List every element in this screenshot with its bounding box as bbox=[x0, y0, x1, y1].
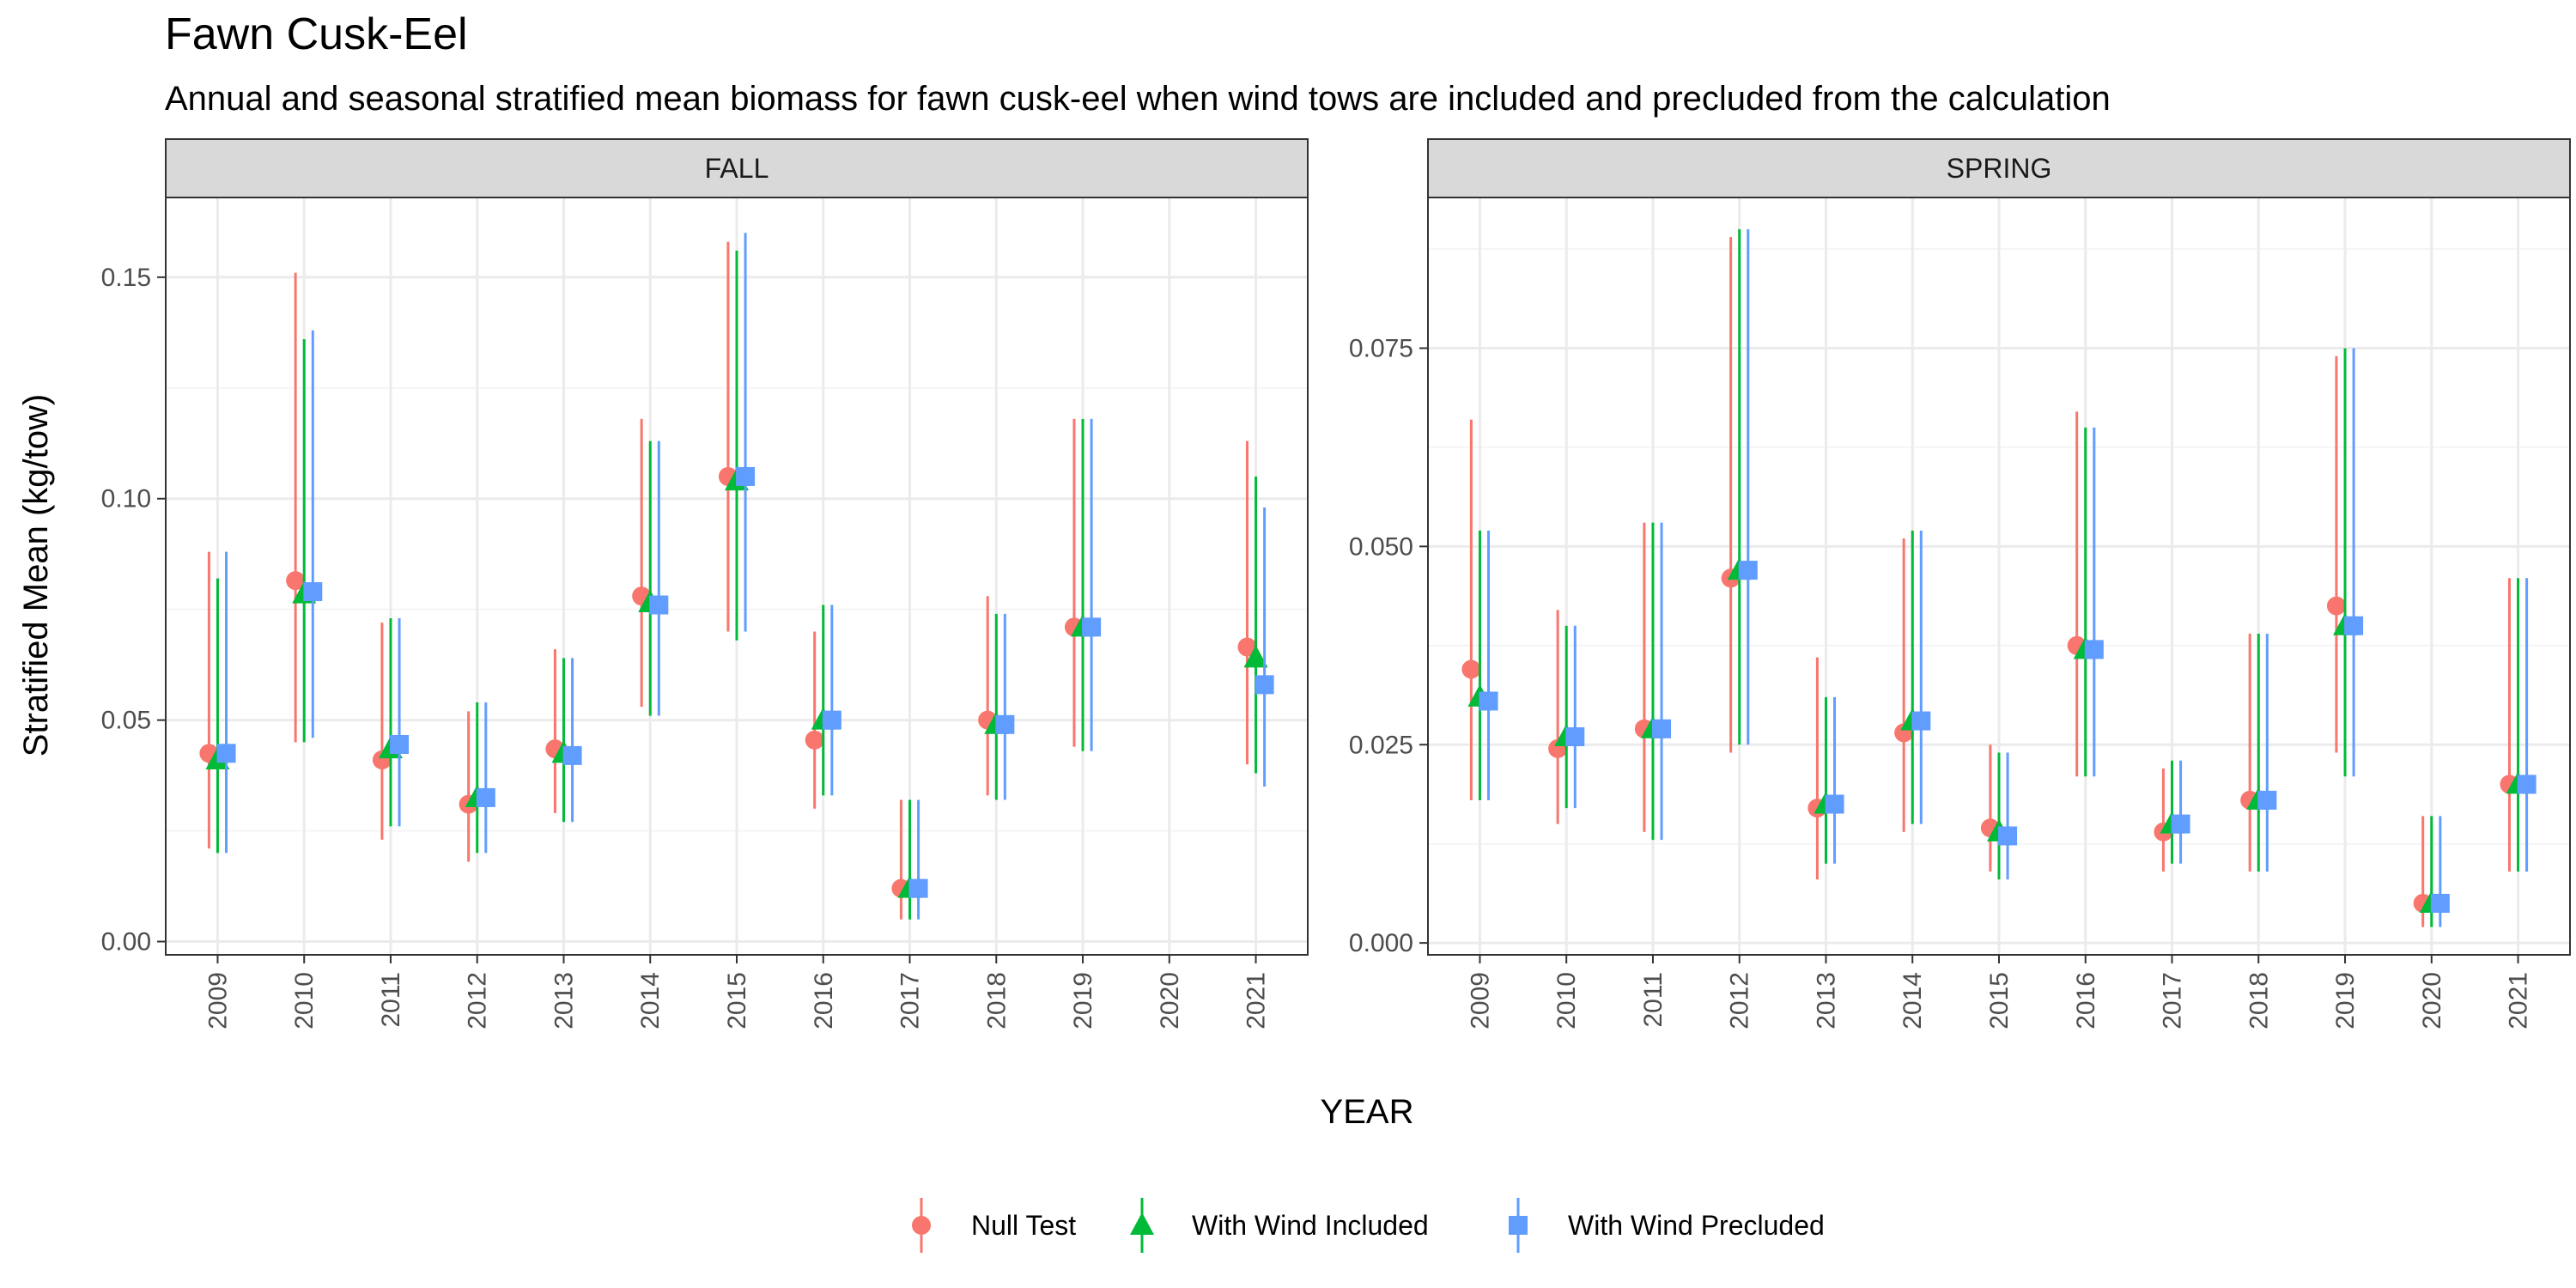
data-point bbox=[1255, 675, 1274, 695]
legend-key-square bbox=[1509, 1216, 1528, 1235]
x-tick-label: 2014 bbox=[1899, 972, 1927, 1030]
x-tick-label: 2014 bbox=[636, 972, 665, 1030]
data-point bbox=[995, 714, 1015, 734]
x-tick-label: 2018 bbox=[2245, 972, 2273, 1030]
data-point bbox=[1461, 659, 1481, 679]
data-point bbox=[216, 744, 236, 763]
x-tick-label: 2009 bbox=[1466, 972, 1494, 1030]
data-point bbox=[2344, 616, 2364, 635]
x-tick-label: 2016 bbox=[2072, 972, 2100, 1030]
data-point bbox=[1565, 727, 1585, 747]
data-point bbox=[1479, 691, 1498, 711]
x-tick-label: 2016 bbox=[810, 972, 838, 1030]
data-point bbox=[805, 730, 824, 750]
data-point bbox=[1825, 794, 1844, 814]
legend-item: With Wind Included bbox=[1130, 1198, 1429, 1253]
data-point bbox=[2084, 640, 2104, 659]
data-point bbox=[2171, 814, 2190, 834]
chart-title: Fawn Cusk-Eel bbox=[165, 9, 468, 59]
x-axis-label: YEAR bbox=[1321, 1093, 1414, 1131]
data-point bbox=[2326, 596, 2346, 616]
x-tick-label: 2019 bbox=[1069, 972, 1097, 1030]
panel-border bbox=[165, 197, 1309, 956]
data-point bbox=[2430, 893, 2450, 913]
data-point bbox=[286, 571, 306, 591]
x-tick-label: 2020 bbox=[2418, 972, 2446, 1030]
legend-label: Null Test bbox=[971, 1210, 1076, 1241]
panels: FALL 0.00 0.05 0.10 0.15 2009 2010 2011 2012 2013… bbox=[101, 138, 2571, 1030]
y-axis-label: Stratified Mean (kg/tow) bbox=[17, 394, 55, 756]
panel-strip bbox=[165, 138, 1309, 198]
x-tick-label: 2013 bbox=[550, 972, 578, 1030]
panel-strip-label: SPRING bbox=[1947, 153, 2052, 184]
chart-subtitle: Annual and seasonal stratified mean biom… bbox=[165, 80, 2111, 118]
data-point bbox=[562, 745, 582, 765]
x-tick-label: 2010 bbox=[1552, 972, 1581, 1030]
x-tick-label: 2018 bbox=[982, 972, 1011, 1030]
data-point bbox=[908, 878, 928, 898]
data-point bbox=[1738, 561, 1758, 580]
y-tick-label: 0.00 bbox=[101, 928, 151, 957]
x-tick-label: 2009 bbox=[204, 972, 232, 1030]
x-tick-label: 2011 bbox=[1639, 972, 1668, 1028]
y-tick-label: 0.05 bbox=[101, 707, 151, 735]
y-tick-label: 0.050 bbox=[1349, 532, 1413, 561]
data-point bbox=[1082, 617, 1102, 637]
panel-spring: SPRING 0.000 0.025 0.050 0.075 2009 2010 2011 20… bbox=[1349, 138, 2571, 1030]
data-point bbox=[1237, 637, 1257, 657]
x-tick-label: 2021 bbox=[2505, 972, 2533, 1030]
data-point bbox=[1652, 719, 1672, 738]
legend: Null Test With Wind Included With Wind Pre… bbox=[912, 1198, 1825, 1253]
legend-label: With Wind Precluded bbox=[1568, 1210, 1825, 1241]
x-tick-label: 2015 bbox=[723, 972, 751, 1030]
x-tick-label: 2012 bbox=[464, 972, 492, 1030]
panel-fall: FALL 0.00 0.05 0.10 0.15 2009 2010 2011 2012 2013… bbox=[101, 138, 1309, 1030]
x-tick-label: 2015 bbox=[1985, 972, 2014, 1030]
panel-strip-label: FALL bbox=[705, 153, 769, 184]
data-point bbox=[390, 735, 410, 754]
data-point bbox=[649, 595, 669, 615]
panel-border bbox=[1427, 197, 2571, 956]
x-tick-label: 2011 bbox=[377, 972, 405, 1028]
legend-key-circle bbox=[912, 1216, 931, 1235]
y-tick-label: 0.025 bbox=[1349, 731, 1413, 759]
x-tick-label: 2021 bbox=[1242, 972, 1271, 1030]
data-point bbox=[822, 710, 841, 730]
y-tick-label: 0.10 bbox=[101, 485, 151, 513]
x-tick-label: 2019 bbox=[2331, 972, 2360, 1030]
data-point bbox=[1243, 645, 1268, 668]
panel-strip bbox=[1427, 138, 2571, 198]
data-point bbox=[476, 787, 495, 807]
y-tick-label: 0.075 bbox=[1349, 334, 1413, 362]
x-tick-label: 2013 bbox=[1812, 972, 1840, 1030]
x-tick-label: 2012 bbox=[1726, 972, 1754, 1030]
data-point bbox=[1998, 826, 2018, 846]
legend-item: With Wind Precluded bbox=[1509, 1198, 1825, 1253]
y-tick-label: 0.15 bbox=[101, 264, 151, 292]
data-point bbox=[2257, 790, 2277, 810]
data-point bbox=[736, 466, 756, 486]
x-tick-label: 2020 bbox=[1156, 972, 1184, 1030]
y-tick-label: 0.000 bbox=[1349, 929, 1413, 957]
data-point bbox=[303, 582, 323, 602]
x-tick-label: 2010 bbox=[290, 972, 319, 1030]
data-point bbox=[2517, 775, 2537, 794]
data-point bbox=[1911, 711, 1931, 731]
x-tick-label: 2017 bbox=[2159, 972, 2187, 1030]
legend-item: Null Test bbox=[912, 1198, 1076, 1253]
x-tick-label: 2017 bbox=[896, 972, 925, 1030]
legend-key-triangle bbox=[1130, 1212, 1154, 1235]
legend-label: With Wind Included bbox=[1192, 1210, 1429, 1241]
